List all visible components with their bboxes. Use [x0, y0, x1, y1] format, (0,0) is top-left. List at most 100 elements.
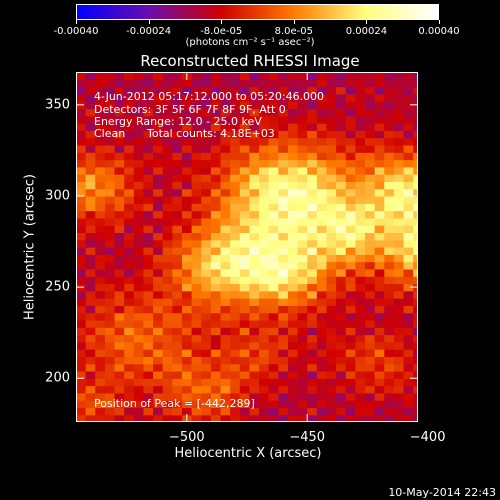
heatmap-cell [403, 261, 414, 270]
heatmap-cell [268, 341, 279, 350]
y-tick-label: 250 [45, 279, 70, 295]
colorbar-unit: (photons cm⁻² s⁻¹ asec⁻²) [185, 37, 315, 48]
heatmap-cell [365, 225, 376, 234]
heatmap-cell [181, 144, 193, 153]
heatmap-cell [104, 334, 116, 343]
heatmap-cell [153, 268, 164, 277]
heatmap-cell [201, 181, 212, 190]
heatmap-cell [336, 108, 347, 117]
heatmap-cell [268, 334, 279, 343]
heatmap-cell [95, 254, 106, 263]
heatmap-cell [104, 261, 116, 270]
heatmap-cell [239, 356, 251, 365]
heatmap-cell [355, 239, 366, 248]
heatmap-cell [355, 166, 366, 175]
heatmap-cell [153, 385, 164, 394]
heatmap-cell [326, 93, 337, 102]
heatmap-cell [384, 312, 395, 321]
heatmap-cell [393, 385, 405, 394]
heatmap-cell [249, 181, 260, 190]
heatmap-cell [210, 239, 222, 248]
heatmap-cell [307, 414, 318, 422]
heatmap-cell [268, 115, 279, 124]
heatmap-cell [95, 283, 106, 292]
heatmap-cell [307, 210, 318, 219]
heatmap-cell [114, 203, 125, 212]
heatmap-cell [85, 166, 96, 175]
heatmap-cell [104, 137, 116, 146]
heatmap-cell [133, 385, 145, 394]
heatmap-cell [336, 327, 347, 336]
heatmap-cell [124, 349, 135, 357]
heatmap-cell [259, 203, 270, 212]
heatmap-cell [220, 385, 231, 394]
timestamp: 10-May-2014 22:43 [388, 486, 496, 499]
heatmap-cell [365, 232, 376, 241]
heatmap-cell [210, 188, 222, 197]
heatmap-cell [76, 93, 87, 102]
heatmap-cell [133, 181, 145, 190]
colorbar-tick-mark [293, 20, 295, 24]
heatmap-cell [239, 370, 251, 379]
heatmap-cell [355, 101, 366, 110]
heatmap-cell [384, 174, 395, 182]
heatmap-cell [384, 349, 395, 357]
heatmap-cell [365, 86, 376, 95]
heatmap-cell [104, 108, 116, 117]
heatmap-cell [249, 363, 260, 372]
heatmap-cell [153, 247, 164, 255]
heatmap-cell [249, 188, 260, 197]
heatmap-cell [239, 123, 251, 131]
heatmap-cell [172, 276, 183, 285]
heatmap-cell [413, 254, 418, 263]
heatmap-cell [85, 327, 96, 336]
heatmap-cell [104, 195, 116, 204]
heatmap-cell [355, 86, 366, 95]
heatmap-cell [95, 319, 106, 328]
heatmap-cell [95, 232, 106, 241]
heatmap-cell [191, 203, 202, 212]
heatmap-cell [181, 225, 193, 234]
heatmap-cell [172, 137, 183, 146]
heatmap-cell [355, 72, 366, 80]
heatmap-cell [278, 166, 289, 175]
heatmap-cell [210, 370, 222, 379]
heatmap-cell [393, 72, 405, 80]
heatmap-cell [220, 334, 231, 343]
heatmap-cell [220, 261, 231, 270]
heatmap-cell [268, 349, 279, 357]
heatmap-cell [191, 79, 202, 88]
heatmap-cell [268, 239, 279, 248]
heatmap-cell [403, 319, 414, 328]
heatmap-cell [230, 392, 241, 401]
heatmap-cell [316, 93, 328, 102]
heatmap-cell [307, 174, 318, 182]
heatmap-cell [403, 123, 414, 131]
heatmap-cell [95, 268, 106, 277]
heatmap-cell [259, 283, 270, 292]
heatmap-cell [172, 341, 183, 350]
heatmap-cell [76, 239, 87, 248]
heatmap-cell [336, 203, 347, 212]
heatmap-cell [172, 312, 183, 321]
heatmap-cell [297, 72, 308, 80]
heatmap-cell [162, 312, 173, 321]
heatmap-cell [345, 152, 356, 161]
heatmap-cell [268, 159, 279, 168]
heatmap-cell [316, 356, 328, 365]
heatmap-cell [307, 159, 318, 168]
heatmap-cell [259, 101, 270, 110]
heatmap-cell [220, 356, 231, 365]
heatmap-cell [249, 385, 260, 394]
heatmap-cell [268, 108, 279, 117]
heatmap-cell [239, 407, 251, 416]
heatmap-cell [201, 144, 212, 153]
heatmap-cell [403, 254, 414, 263]
y-tick-label: 300 [45, 188, 70, 204]
heatmap-cell [384, 123, 395, 131]
heatmap-cell [403, 203, 414, 212]
heatmap-cell [143, 93, 154, 102]
heatmap-cell [153, 232, 164, 241]
heatmap-cell [201, 261, 212, 270]
heatmap-cell [143, 334, 154, 343]
